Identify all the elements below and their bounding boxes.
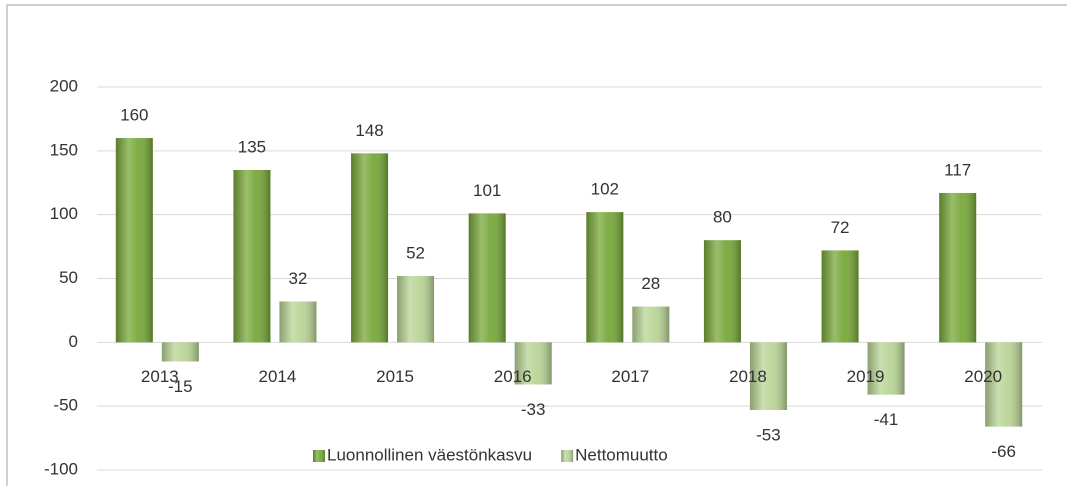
data-label: 32 [288,269,307,288]
data-label: 102 [591,180,619,199]
x-tick-label: 2018 [729,367,767,386]
y-tick-label: -100 [44,459,78,478]
data-label: 101 [473,181,501,200]
data-label: 135 [238,137,266,156]
legend-marker-shading [561,450,574,462]
y-tick-label: 200 [50,76,78,95]
bar-shading [749,342,787,410]
x-tick-label: 2017 [611,367,649,386]
data-label: -15 [168,377,193,396]
bar-shading [632,306,670,343]
data-label: -41 [874,410,899,429]
x-tick-label: 2013 [141,367,179,386]
bar-shading [703,240,741,343]
data-label: -33 [521,400,546,419]
data-label: 148 [355,121,383,140]
data-label: 28 [641,274,660,293]
chart-frame [6,4,1067,486]
legend-marker-shading [313,450,325,462]
x-tick-label: 2016 [494,367,532,386]
data-label: -53 [756,425,781,444]
y-tick-label: -50 [53,396,78,415]
bar-shading [939,192,977,343]
bar-shading [397,275,435,343]
legend-label: Nettomuutto [575,445,668,464]
y-tick-label: 150 [50,140,78,159]
data-label: 160 [120,106,148,125]
bar-shading [279,301,317,343]
bar-shading [586,212,624,343]
y-tick-label: 100 [50,204,78,223]
bar-shading [821,250,859,343]
bar-shading [867,342,905,395]
bar-shading [115,138,153,343]
y-tick-label: 0 [69,332,78,351]
data-label: 80 [713,208,732,227]
x-tick-label: 2015 [376,367,414,386]
bar-shading [351,153,389,343]
x-tick-label: 2019 [847,367,885,386]
data-label: 72 [831,218,850,237]
y-tick-label: 50 [59,268,78,287]
bar-shading [985,342,1023,427]
bar-shading [514,342,552,385]
legend-label: Luonnollinen väestönkasvu [327,445,532,464]
data-label: 52 [406,243,425,262]
bar-shading [468,213,506,343]
bar-shading [233,169,271,343]
data-label: -66 [991,442,1016,461]
x-tick-label: 2014 [259,367,297,386]
data-label: 117 [944,160,971,179]
bar-shading [161,342,199,362]
x-tick-label: 2020 [964,367,1002,386]
